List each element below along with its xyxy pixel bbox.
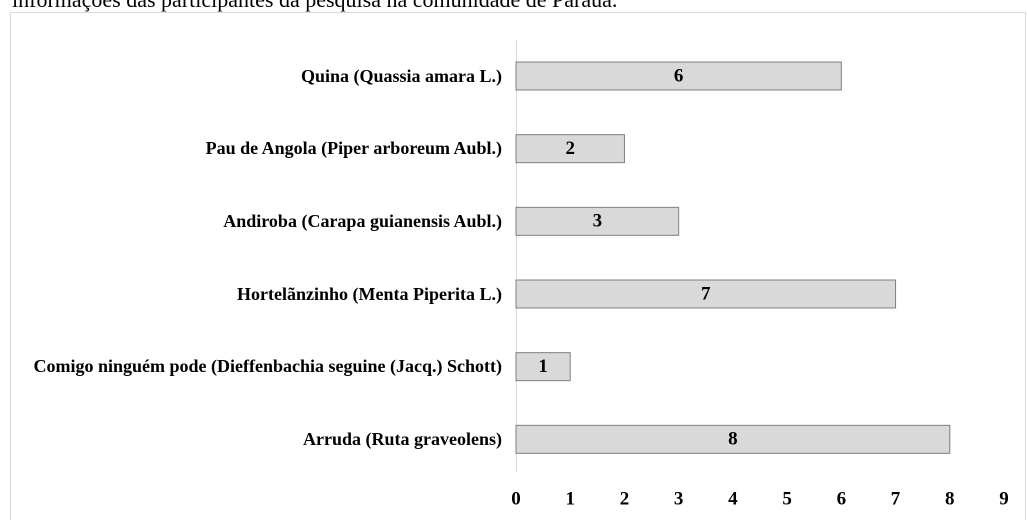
x-tick-label: 4: [728, 488, 738, 509]
y-tick-label-box: Arruda (Ruta graveolens): [303, 428, 502, 451]
x-tick-label: 9: [999, 488, 1009, 509]
value-label: 3: [593, 211, 603, 232]
caption: informações das participantes da pesquis…: [12, 0, 617, 13]
y-tick-label-box: Hortelãnzinho (Menta Piperita L.): [237, 283, 502, 306]
x-tick-label: 2: [620, 488, 630, 509]
y-tick-label-box: Andiroba (Carapa guianensis Aubl.): [223, 210, 502, 233]
y-tick-label: Hortelãnzinho (Menta Piperita L.): [237, 283, 502, 304]
value-label: 2: [565, 138, 575, 159]
x-tick-label: 7: [891, 488, 901, 509]
bar: [515, 279, 897, 309]
bar: [515, 61, 842, 91]
y-tick-label: Pau de Angola (Piper arboreum Aubl.): [205, 138, 502, 159]
value-label: 1: [538, 356, 548, 377]
x-tick-label: 0: [511, 488, 521, 509]
bar: [515, 206, 680, 236]
x-tick-label: 3: [674, 488, 684, 509]
y-tick-label: Arruda (Ruta graveolens): [303, 428, 502, 449]
value-label: 6: [674, 65, 684, 86]
value-label: 7: [701, 283, 711, 304]
bar: [515, 424, 951, 454]
x-tick-label: 6: [837, 488, 847, 509]
y-tick-label: Comigo ninguém pode (Dieffenbachia segui…: [33, 356, 503, 377]
y-tick-label: Andiroba (Carapa guianensis Aubl.): [223, 210, 502, 231]
bar: [515, 134, 625, 164]
bar: [515, 352, 571, 382]
value-label: 8: [728, 429, 738, 450]
y-tick-label-box: Pau de Angola (Piper arboreum Aubl.): [206, 137, 502, 160]
x-tick-label: 1: [565, 488, 575, 509]
x-tick-label: 5: [782, 488, 792, 509]
chart-border: [10, 12, 1026, 520]
y-tick-label-box: Quina (Quassia amara L.): [301, 65, 502, 88]
x-tick-label: 8: [945, 488, 955, 509]
y-tick-label-box: Comigo ninguém pode (Dieffenbachia segui…: [34, 355, 503, 378]
y-tick-label: Quina (Quassia amara L.): [300, 65, 502, 86]
